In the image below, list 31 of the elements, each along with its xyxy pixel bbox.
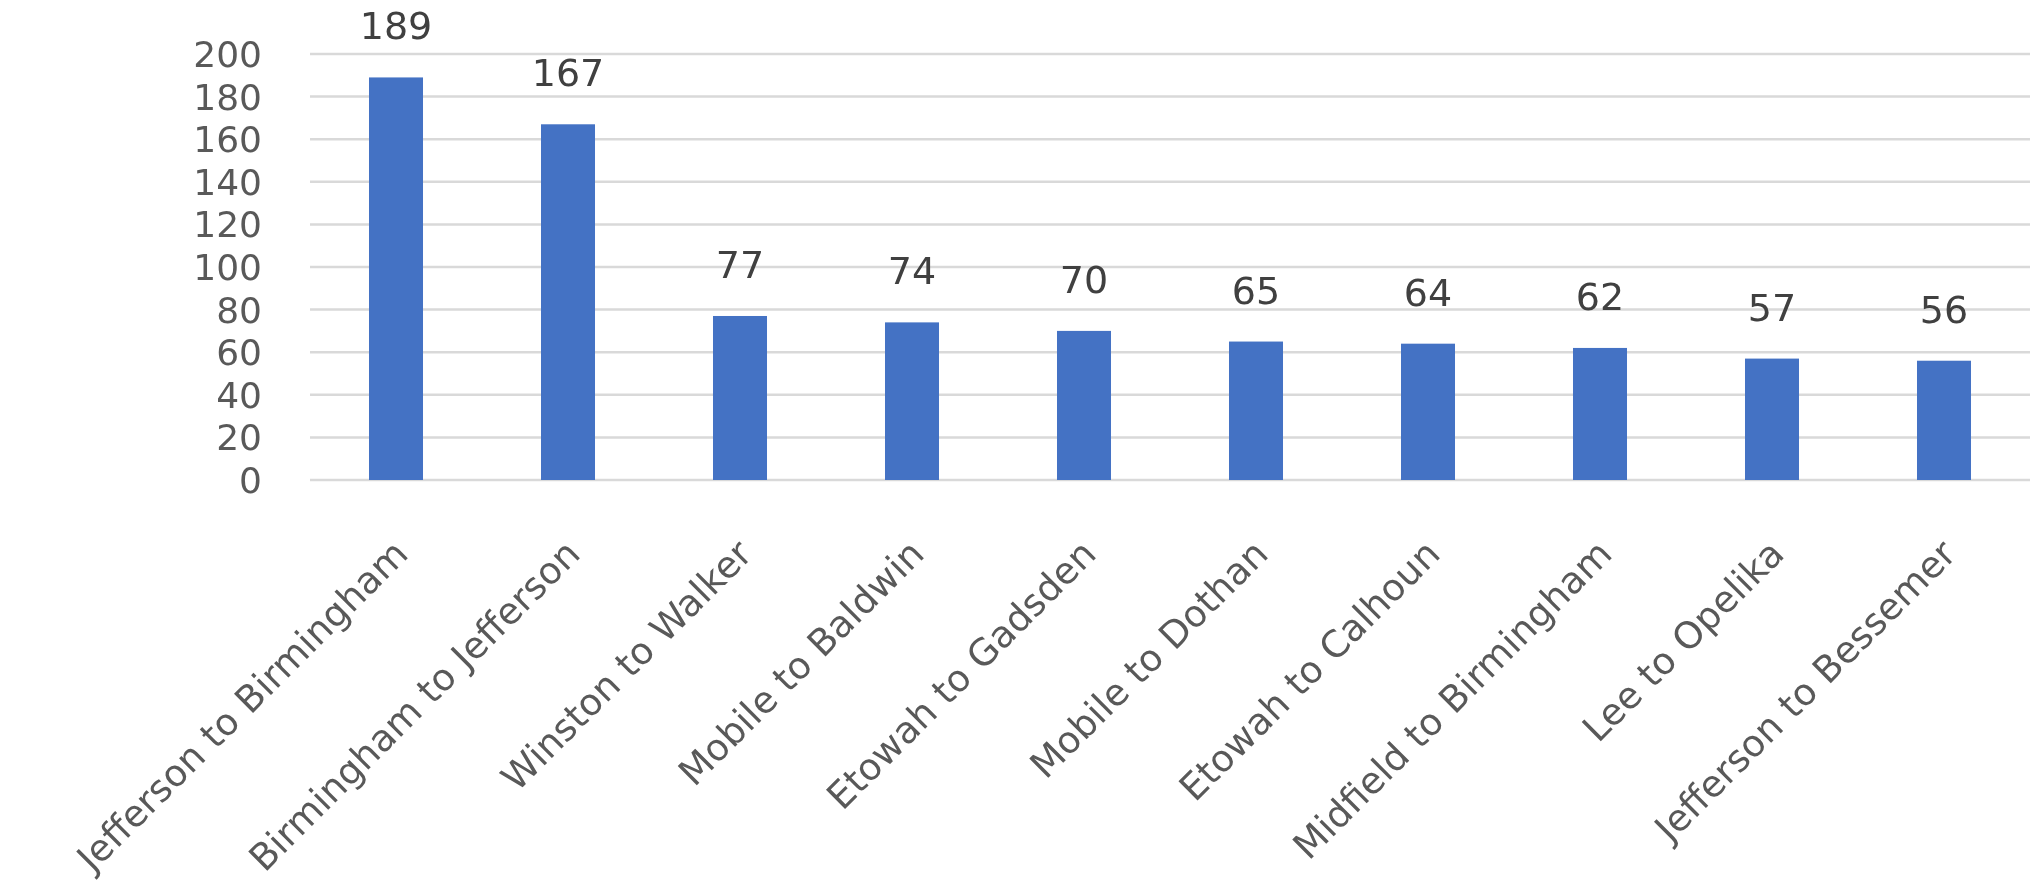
y-tick-label: 80 (216, 289, 262, 331)
y-tick-label: 0 (239, 459, 262, 501)
bar (1573, 347, 1628, 480)
bar (1401, 343, 1456, 480)
bar (1745, 358, 1800, 480)
data-label: 74 (887, 249, 937, 294)
data-label: 64 (1403, 270, 1453, 315)
bar (1229, 341, 1284, 480)
data-label: 70 (1059, 257, 1109, 302)
y-tick-label: 180 (193, 76, 262, 118)
y-tick-label: 160 (193, 119, 262, 161)
data-label: 56 (1919, 287, 1969, 332)
y-tick-label: 60 (216, 332, 262, 374)
y-tick-label: 20 (216, 417, 262, 459)
bar (541, 124, 595, 480)
y-tick-label: 140 (193, 161, 262, 203)
data-label: 167 (531, 51, 605, 96)
bar (713, 315, 767, 480)
bar (885, 322, 939, 480)
bar (1917, 360, 1972, 480)
y-tick-label: 100 (193, 246, 262, 288)
y-tick-label: 40 (216, 374, 262, 416)
data-label: 65 (1231, 268, 1281, 313)
bar (369, 77, 423, 480)
data-label: 57 (1747, 285, 1797, 330)
data-label: 189 (359, 4, 433, 49)
bar (1057, 330, 1112, 480)
y-tick-label: 200 (193, 33, 262, 75)
data-label: 77 (715, 242, 765, 287)
y-tick-label: 120 (193, 204, 262, 246)
data-label: 62 (1575, 274, 1625, 319)
